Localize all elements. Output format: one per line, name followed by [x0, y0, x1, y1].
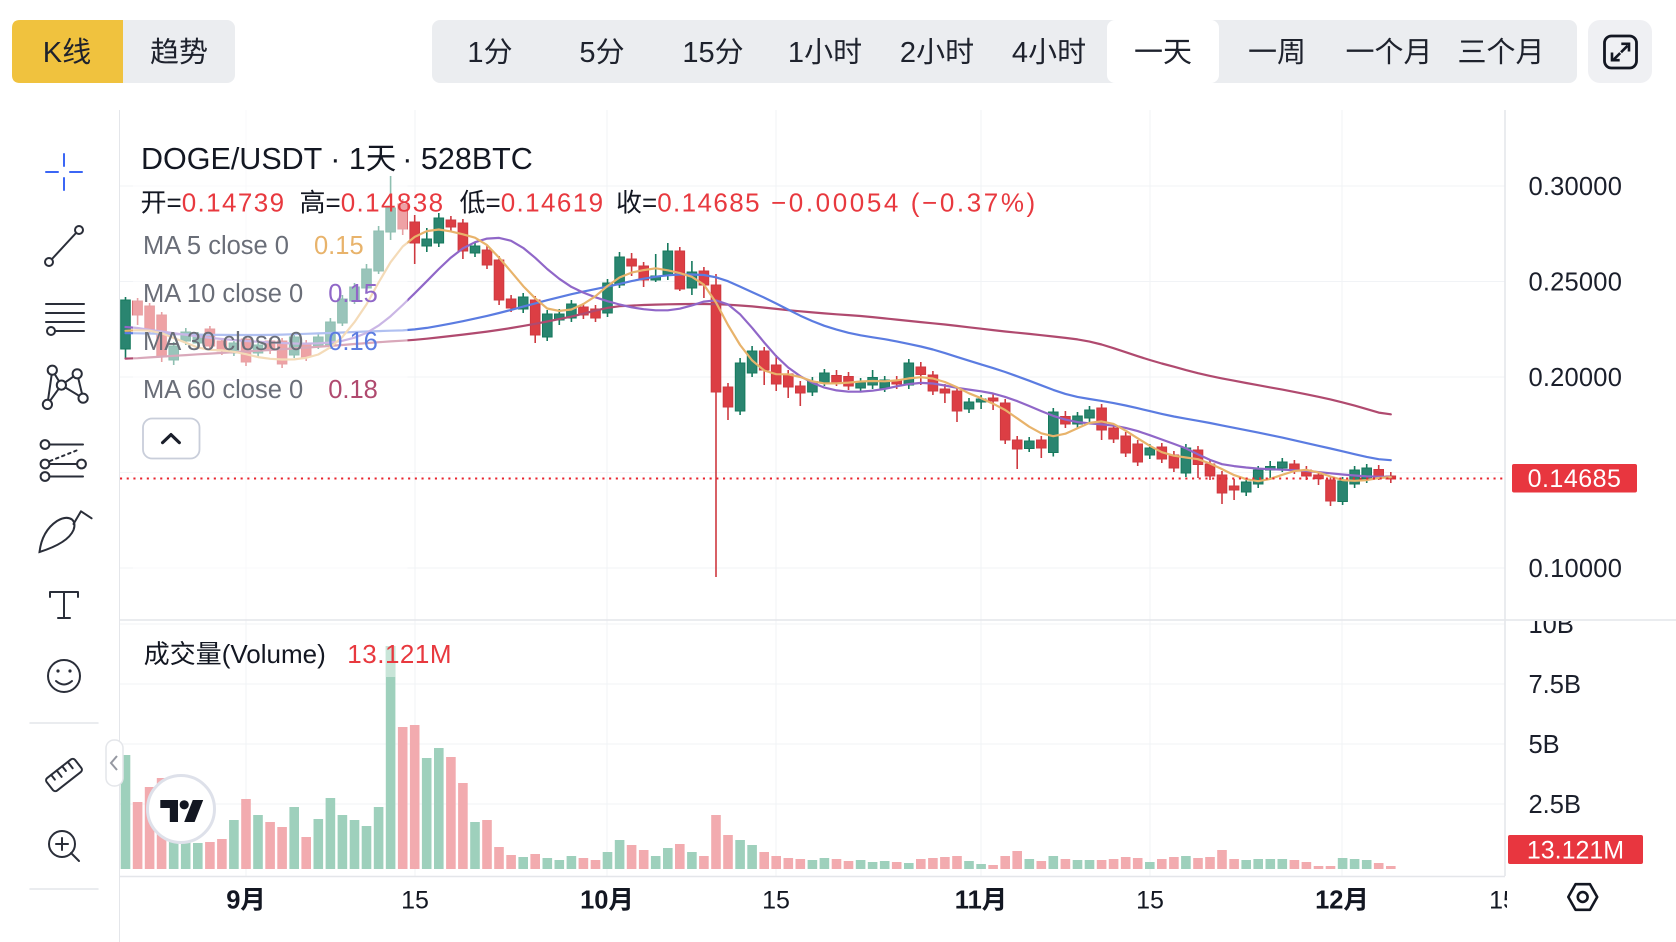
- svg-text:MA 30 close 0: MA 30 close 0: [143, 328, 303, 356]
- svg-text:1: 1: [467, 37, 483, 69]
- svg-text:K: K: [43, 37, 63, 69]
- svg-text:0.14838: 0.14838: [341, 188, 445, 218]
- svg-text:1: 1: [788, 37, 804, 69]
- svg-text:2.5B: 2.5B: [1529, 791, 1581, 819]
- svg-text:0.14619: 0.14619: [501, 188, 605, 218]
- svg-text:15: 15: [762, 887, 790, 915]
- svg-text:0.15: 0.15: [328, 280, 378, 308]
- svg-text:0.30000: 0.30000: [1529, 173, 1623, 201]
- svg-text:0.10000: 0.10000: [1529, 555, 1623, 583]
- svg-text:15: 15: [1136, 887, 1164, 915]
- svg-text:0.16: 0.16: [328, 328, 378, 356]
- svg-text:7.5B: 7.5B: [1529, 671, 1581, 699]
- svg-text:10: 10: [580, 887, 608, 915]
- svg-text:13.121M: 13.121M: [347, 639, 452, 669]
- svg-text:MA 5 close 0: MA 5 close 0: [143, 232, 289, 260]
- svg-text:−0.00054 (−0.37%): −0.00054 (−0.37%): [771, 188, 1038, 218]
- svg-text:12: 12: [1315, 887, 1343, 915]
- svg-text:MA 60 close 0: MA 60 close 0: [143, 376, 303, 404]
- svg-text:0.20000: 0.20000: [1529, 364, 1623, 392]
- svg-text:=: =: [167, 188, 182, 218]
- svg-text:0.14739: 0.14739: [182, 188, 286, 218]
- svg-text:=: =: [642, 188, 657, 218]
- svg-text:0.14685: 0.14685: [657, 188, 761, 218]
- svg-text:13.121M: 13.121M: [1527, 837, 1624, 865]
- svg-text:0.15: 0.15: [314, 232, 364, 260]
- svg-text:5B: 5B: [1529, 731, 1560, 759]
- svg-text:=: =: [326, 188, 341, 218]
- svg-text:0.25000: 0.25000: [1529, 269, 1623, 297]
- svg-text:(Volume): (Volume): [222, 639, 326, 669]
- svg-text:15: 15: [682, 37, 714, 69]
- svg-text:0.18: 0.18: [328, 376, 378, 404]
- svg-text:4: 4: [1012, 37, 1028, 69]
- svg-text:0.14685: 0.14685: [1528, 465, 1622, 493]
- svg-text:2: 2: [900, 37, 916, 69]
- svg-text:9: 9: [226, 887, 240, 915]
- svg-text:DOGE/USDT · 1: DOGE/USDT · 1: [141, 142, 366, 176]
- svg-text:5: 5: [579, 37, 595, 69]
- svg-text:10B: 10B: [1529, 611, 1574, 639]
- svg-text:· 528BTC: · 528BTC: [402, 142, 533, 176]
- svg-text:MA 10 close 0: MA 10 close 0: [143, 280, 303, 308]
- svg-text:=: =: [486, 188, 501, 218]
- svg-text:11: 11: [955, 887, 982, 915]
- svg-text:15: 15: [1489, 887, 1517, 915]
- svg-text:15: 15: [401, 887, 429, 915]
